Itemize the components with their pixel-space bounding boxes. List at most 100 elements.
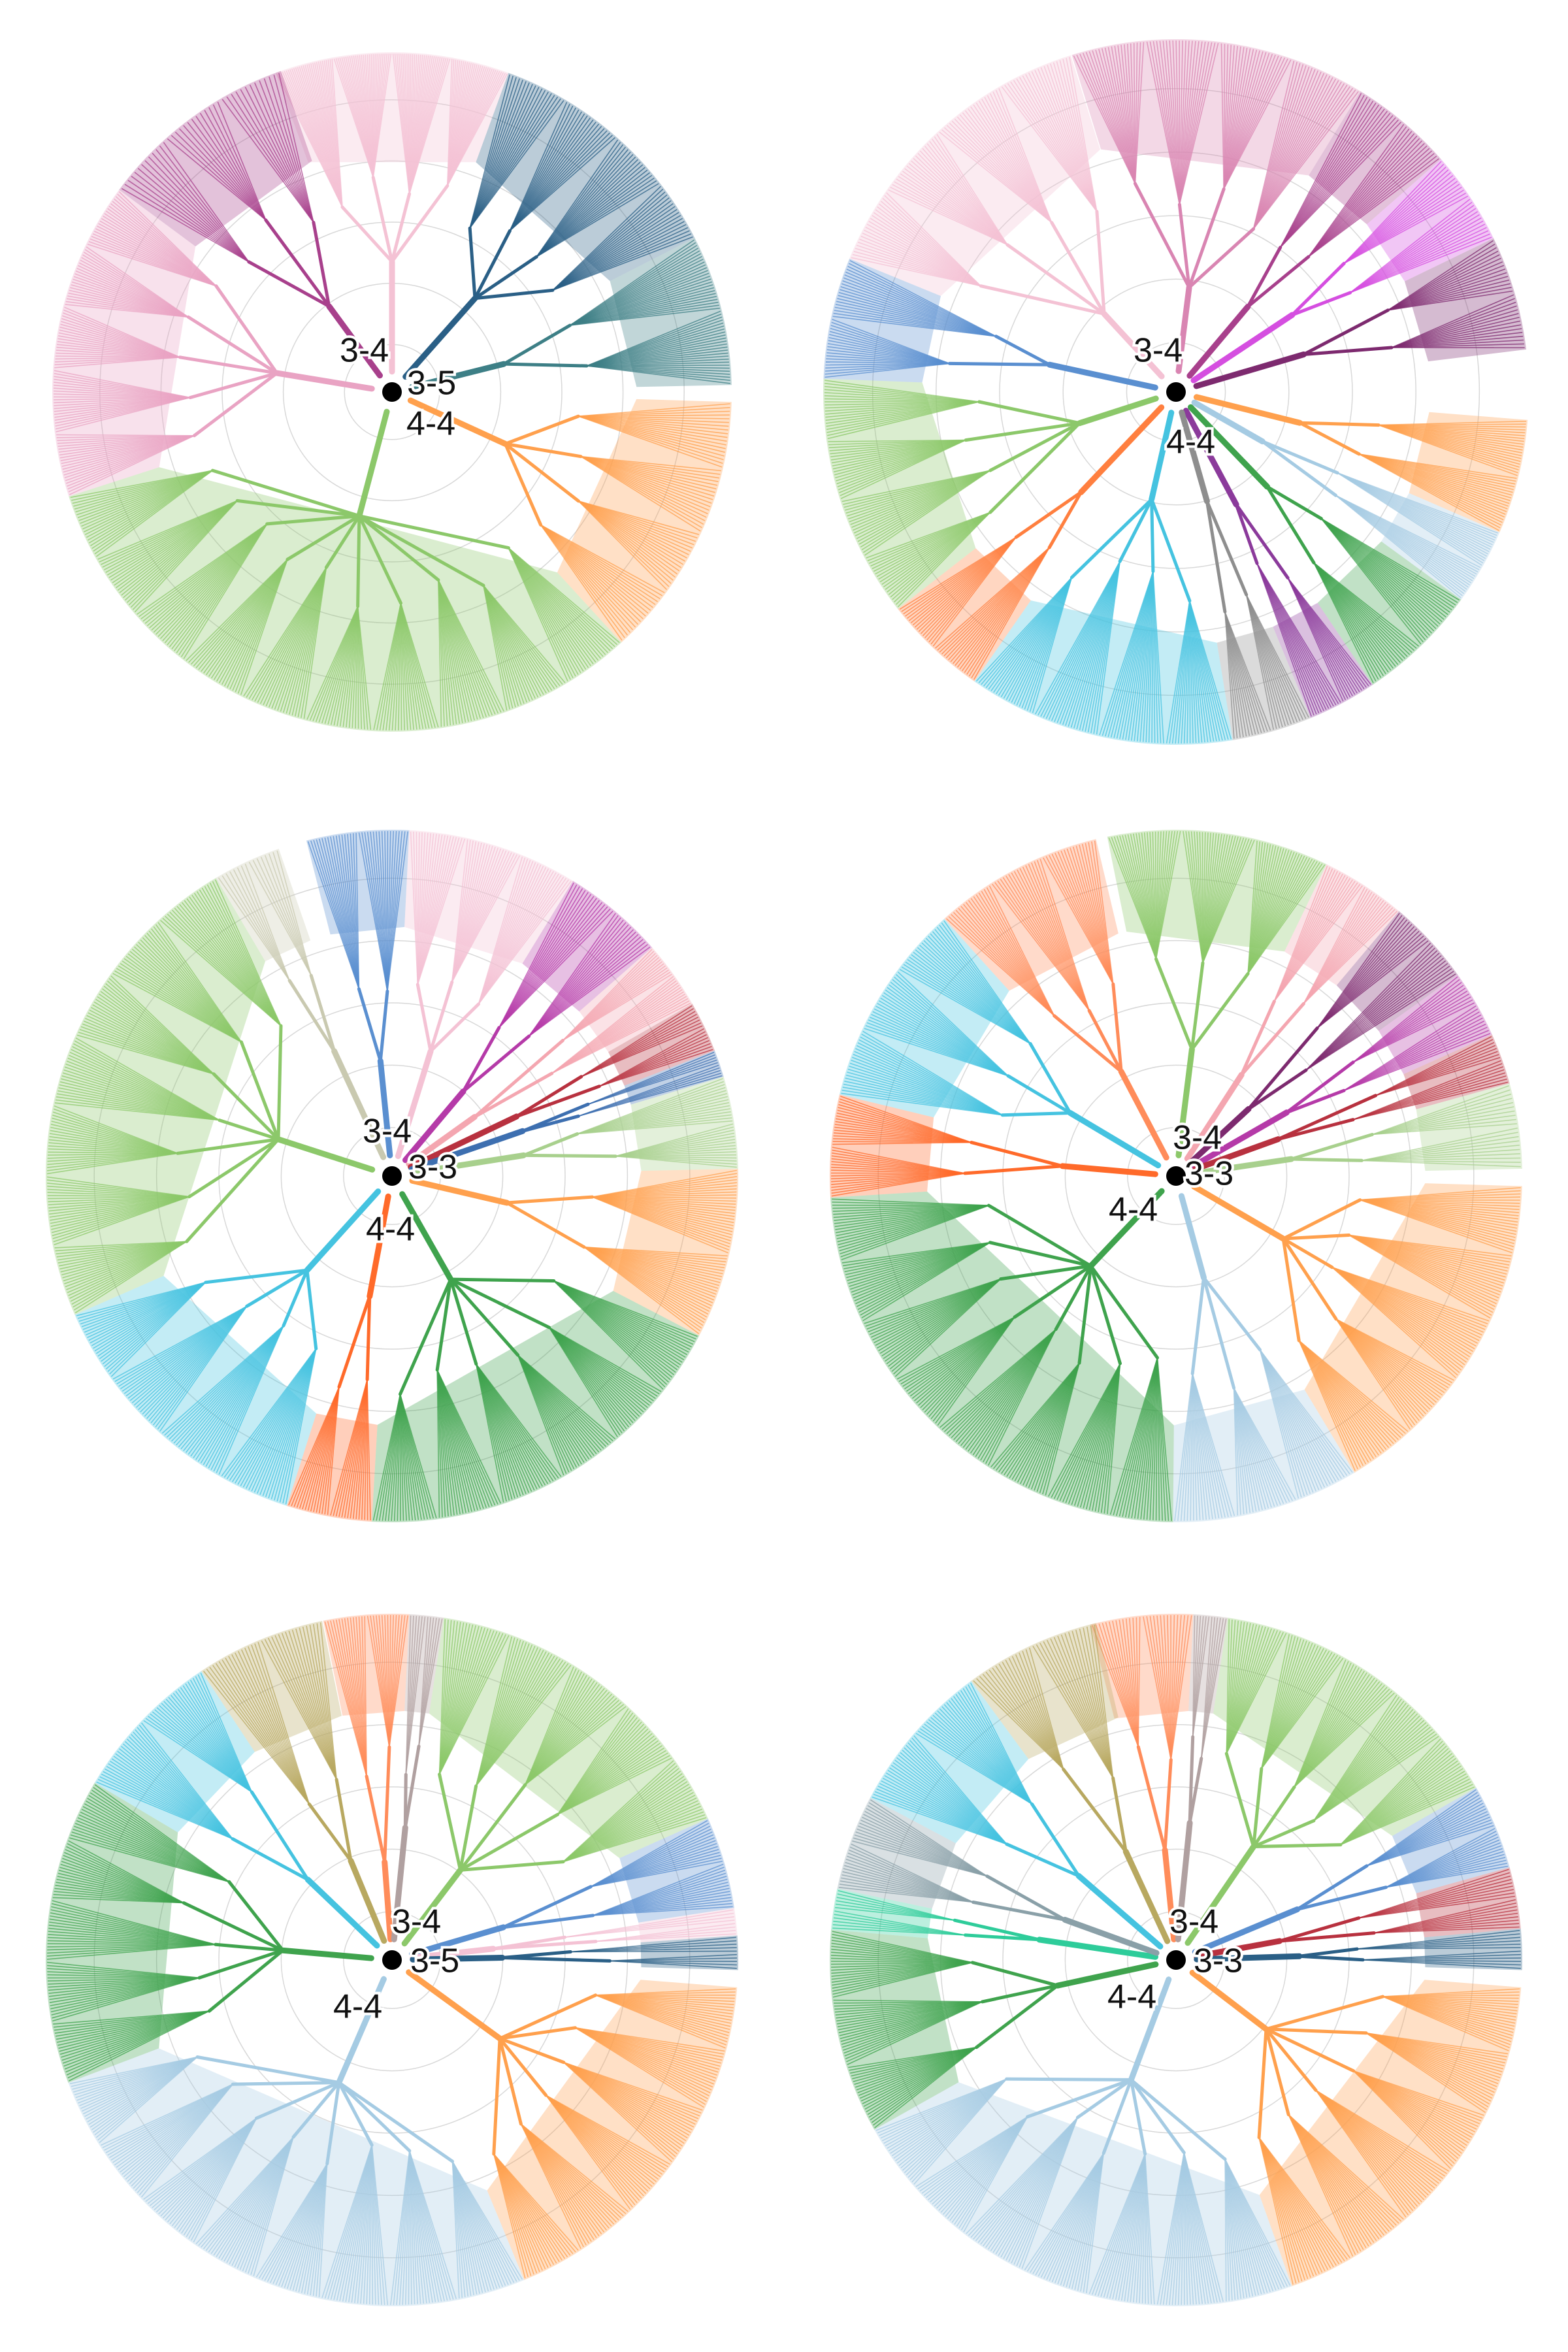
leaf-branch — [1362, 1135, 1519, 1162]
leaf-branch — [536, 183, 659, 257]
guide-ring — [1002, 1002, 1350, 1350]
leaf-branch — [1247, 864, 1326, 974]
leaf-branch — [1095, 50, 1136, 184]
leaf-branch — [1053, 62, 1098, 212]
leaf-branch — [225, 1658, 310, 1805]
leaf-branch — [578, 500, 698, 539]
leaf-branch — [1288, 2114, 1354, 2257]
leaf-branch — [389, 1615, 408, 1748]
radial-tree-panel-bottom-left: 3-43-54-4 — [45, 1614, 739, 2307]
leaf-branch — [964, 110, 1053, 223]
leaf-branch — [1348, 1234, 1505, 1281]
leaf-branch — [1115, 1620, 1139, 1747]
leaf-branch — [1365, 2033, 1507, 2061]
sector — [870, 1680, 1164, 1950]
center-label: 3-4 — [1173, 1119, 1222, 1157]
sub-branch — [1252, 1785, 1296, 1848]
sub-branch — [371, 176, 394, 263]
leaf-branch — [493, 2153, 540, 2272]
sub-branch — [307, 1802, 353, 1863]
leaf-branch — [1331, 1267, 1490, 1322]
sub-branch — [357, 987, 382, 1063]
leaf-branch — [1259, 1349, 1320, 1490]
leaf-branch — [1313, 1698, 1402, 1821]
leaf-branch — [936, 134, 1008, 246]
leaf-branch — [187, 122, 267, 221]
leaf-branch — [1335, 1318, 1435, 1405]
leaf-branch — [244, 863, 290, 981]
leaf-branch — [570, 1950, 737, 1953]
leaf-branch — [438, 1623, 468, 1774]
sub-branch — [1014, 490, 1083, 539]
leaf-branch — [1360, 1199, 1520, 1204]
leaf-branch — [1120, 44, 1136, 184]
leaf-branch — [540, 524, 659, 602]
leaf-branch — [872, 215, 981, 287]
leaf-branch — [563, 1781, 688, 1863]
leaf-branch — [1365, 2033, 1499, 2082]
leaf-branch — [1005, 1659, 1064, 1770]
leaf-branch — [1373, 1906, 1517, 1934]
leaf-branch — [536, 159, 638, 257]
leaf-branch — [595, 1995, 732, 2018]
leaf-branch — [545, 2095, 636, 2206]
leaf-branch — [578, 500, 696, 542]
sector — [1186, 91, 1441, 379]
leaf-branch — [1373, 1899, 1516, 1934]
leaf-branch — [852, 253, 981, 287]
leaf-branch — [1352, 1066, 1504, 1120]
leaf-branch — [55, 1099, 220, 1121]
leaf-branch — [577, 1102, 730, 1135]
sub-branch — [503, 442, 583, 459]
leaf-branch — [1382, 1996, 1518, 2008]
leaf-branch — [1049, 855, 1114, 985]
leaf-branch — [264, 1639, 337, 1780]
leaf-branch — [520, 2123, 610, 2229]
leaf-branch — [1343, 1033, 1491, 1091]
leaf-branch — [889, 1767, 1007, 1845]
leaf-branch — [1388, 283, 1511, 311]
leaf-branch — [509, 113, 585, 231]
leaf-branch — [1348, 1234, 1507, 1275]
leaf-branch — [1348, 1234, 1499, 1299]
sector — [823, 258, 1158, 391]
leaf-branch — [1362, 1157, 1521, 1162]
leaf-branch — [536, 172, 650, 257]
sub-branch — [1284, 1060, 1355, 1115]
sub-branch — [438, 1772, 463, 1872]
leaf-branch — [1350, 211, 1478, 293]
leaf-branch — [563, 2061, 702, 2114]
sub-branch — [975, 1984, 1060, 2050]
leaf-branch — [273, 74, 314, 223]
leaf-branch — [578, 500, 678, 575]
leaf-branch — [595, 1995, 729, 2036]
leaf-branch — [206, 1669, 310, 1805]
leaf-branch — [858, 241, 981, 287]
leaf-branch — [1372, 1106, 1514, 1135]
sub-branch — [498, 2036, 566, 2065]
leaf-branch — [1160, 1615, 1172, 1760]
leaf-branch — [137, 167, 250, 263]
leaf-branch — [1388, 279, 1510, 311]
leaf-branch — [528, 917, 621, 1037]
leaf-branch — [1252, 77, 1333, 229]
sector — [1193, 394, 1528, 532]
leaf-branch — [225, 873, 290, 981]
leaf-branch — [540, 524, 636, 628]
leaf-branch — [552, 223, 687, 291]
leaf-branch — [1343, 1011, 1480, 1091]
leaf-branch — [1350, 237, 1492, 293]
leaf-branch — [943, 127, 1053, 223]
sub-branch — [1095, 210, 1106, 316]
sector-wedge — [1392, 1788, 1510, 1893]
leaf-branch — [469, 78, 520, 229]
leaf-branch — [221, 1348, 317, 1477]
sector — [74, 1188, 382, 1506]
leaf-branch — [581, 1022, 702, 1077]
sub-branch — [265, 514, 361, 526]
leaf-branch — [272, 852, 312, 976]
sub-branch — [985, 1874, 1067, 1921]
sector — [1191, 1183, 1522, 1473]
leaf-branch — [1091, 841, 1114, 985]
leaf-branch — [1088, 2153, 1146, 2295]
